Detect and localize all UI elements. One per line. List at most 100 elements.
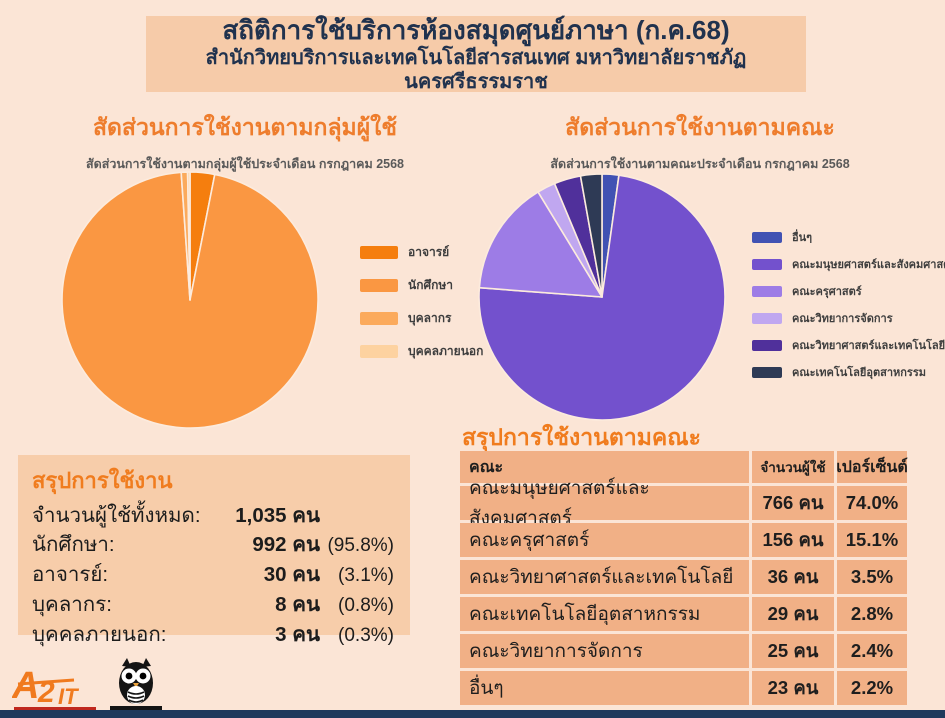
legend-label: คณะวิทยาการจัดการ bbox=[792, 313, 893, 325]
summary-pct: (0.3%) bbox=[338, 625, 394, 646]
faculty-usage-table: คณะ จำนวนผู้ใช้ เปอร์เซ็นต์ คณะมนุษยศาสตร์แ… bbox=[460, 451, 908, 705]
legend-item: คณะมนุษยศาสตร์และสังคมศาสตร์ bbox=[752, 255, 945, 273]
table-cell: 74.0% bbox=[837, 486, 907, 520]
table-cell: 3.5% bbox=[837, 560, 907, 594]
page-subtitle: สำนักวิทยบริการและเทคโนโลยีสารสนเทศ มหาว… bbox=[205, 47, 747, 94]
summary-value: 8 คน bbox=[275, 593, 320, 616]
faculty-legend: อื่นๆคณะมนุษยศาสตร์และสังคมศาสตร์คณะครุศ… bbox=[752, 228, 945, 390]
legend-swatch bbox=[752, 258, 782, 270]
summary-row: จำนวนผู้ใช้ทั้งหมด: 1,035 คน bbox=[32, 501, 396, 530]
table-cell: คณะมนุษยศาสตร์และสังคมศาสตร์ bbox=[460, 478, 749, 529]
legend-label: คณะวิทยาศาสตร์และเทคโนโลยี bbox=[792, 340, 945, 352]
legend-swatch bbox=[752, 366, 782, 378]
legend-item: อื่นๆ bbox=[752, 228, 945, 246]
table-cell: 15.1% bbox=[837, 523, 907, 557]
table-cell: 2.4% bbox=[837, 634, 907, 668]
legend-item: บุคลากร bbox=[360, 309, 483, 328]
a2it-logo-mark: A 2 IT bbox=[12, 665, 96, 713]
summary-row: นักศึกษา: 992 คน (95.8%) bbox=[32, 530, 396, 560]
faculty-chart-subtitle: สัดส่วนการใช้งานตามคณะประจำเดือน กรกฎาคม… bbox=[550, 157, 850, 171]
logo-digit-2: 2 bbox=[37, 676, 55, 709]
user-group-pie-chart bbox=[61, 171, 319, 429]
legend-item: คณะวิทยาศาสตร์และเทคโนโลยี bbox=[752, 336, 945, 354]
legend-item: คณะครุศาสตร์ bbox=[752, 282, 945, 300]
summary-pct: (3.1%) bbox=[338, 565, 394, 586]
table-cell: อื่นๆ bbox=[460, 671, 749, 705]
table-cell: 25 คน bbox=[752, 634, 834, 668]
table-cell: 2.2% bbox=[837, 671, 907, 705]
summary-label: จำนวนผู้ใช้ทั้งหมด: bbox=[32, 504, 201, 527]
logo-letters-it: IT bbox=[58, 684, 79, 709]
user-group-legend: อาจารย์นักศึกษาบุคลากรบุคคลภายนอก bbox=[360, 243, 483, 375]
table-row: คณะครุศาสตร์ 156 คน 15.1% bbox=[460, 523, 907, 557]
legend-item: บุคคลภายนอก bbox=[360, 342, 483, 361]
table-header-row: คณะ จำนวนผู้ใช้ เปอร์เซ็นต์ bbox=[460, 451, 908, 483]
summary-value: 30 คน bbox=[263, 563, 320, 586]
legend-swatch bbox=[360, 246, 398, 259]
legend-item: อาจารย์ bbox=[360, 243, 483, 262]
usage-summary-rows: จำนวนผู้ใช้ทั้งหมด: 1,035 คนนักศึกษา: 992 … bbox=[32, 501, 396, 650]
page-title: สถิติการใช้บริการห้องสมุดศูนย์ภาษา (ก.ค.… bbox=[222, 14, 730, 45]
legend-item: คณะเทคโนโลยีอุตสาหกรรม bbox=[752, 363, 945, 381]
footer-bar bbox=[0, 710, 945, 718]
header-box: สถิติการใช้บริการห้องสมุดศูนย์ภาษา (ก.ค.… bbox=[146, 14, 806, 94]
user-chart-title: สัดส่วนการใช้งานตามกลุ่มผู้ใช้ bbox=[92, 114, 398, 140]
table-cell: 2.8% bbox=[837, 597, 907, 631]
table-row: คณะวิทยาศาสตร์และเทคโนโลยี 36 คน 3.5% bbox=[460, 560, 907, 594]
table-header-cell: คณะ bbox=[460, 451, 749, 483]
usage-summary-title: สรุปการใช้งาน bbox=[32, 468, 173, 493]
faculty-pie-chart bbox=[478, 173, 726, 421]
summary-row: บุคลากร: 8 คน (0.8%) bbox=[32, 590, 396, 620]
table-cell: คณะเทคโนโลยีอุตสาหกรรม bbox=[460, 597, 749, 631]
legend-item: คณะวิทยาการจัดการ bbox=[752, 309, 945, 327]
legend-label: บุคลากร bbox=[408, 311, 452, 325]
legend-label: นักศึกษา bbox=[408, 278, 453, 292]
table-header-cell: เปอร์เซ็นต์ bbox=[836, 451, 908, 483]
owl-icon bbox=[110, 658, 162, 713]
user-chart-header: สัดส่วนการใช้งานตามกลุ่มผู้ใช้ สัดส่วนกา… bbox=[30, 110, 460, 174]
pie-slice-5 bbox=[579, 173, 603, 298]
legend-swatch bbox=[752, 339, 782, 351]
summary-pct: (95.8%) bbox=[327, 535, 394, 556]
summary-label: บุคคลภายนอก: bbox=[32, 623, 167, 646]
table-cell: 36 คน bbox=[752, 560, 834, 594]
table-row: คณะวิทยาการจัดการ 25 คน 2.4% bbox=[460, 634, 907, 668]
table-cell: คณะวิทยาการจัดการ bbox=[460, 634, 749, 668]
summary-pct: (0.8%) bbox=[338, 595, 394, 616]
summary-row: อาจารย์: 30 คน (3.1%) bbox=[32, 560, 396, 590]
legend-swatch bbox=[752, 231, 782, 243]
legend-label: คณะมนุษยศาสตร์และสังคมศาสตร์ bbox=[792, 259, 945, 271]
summary-label: อาจารย์: bbox=[32, 563, 109, 586]
summary-row: บุคคลภายนอก: 3 คน (0.3%) bbox=[32, 620, 396, 650]
user-chart-subtitle: สัดส่วนการใช้งานตามกลุ่มผู้ใช้ประจำเดือน… bbox=[85, 157, 405, 171]
table-cell: คณะวิทยาศาสตร์และเทคโนโลยี bbox=[460, 560, 749, 594]
logo-letter-a: A bbox=[12, 665, 39, 707]
logo-swoosh bbox=[17, 678, 75, 686]
table-row: คณะมนุษยศาสตร์และสังคมศาสตร์ 766 คน 74.0% bbox=[460, 478, 907, 529]
legend-swatch bbox=[360, 279, 398, 292]
pie-slice-3 bbox=[186, 171, 191, 301]
legend-swatch bbox=[360, 345, 398, 358]
faculty-chart-header: สัดส่วนการใช้งานตามคณะ สัดส่วนการใช้งานต… bbox=[490, 110, 910, 174]
table-cell: 29 คน bbox=[752, 597, 834, 631]
legend-label: อาจารย์ bbox=[408, 245, 450, 259]
summary-label: นักศึกษา: bbox=[32, 533, 115, 556]
table-cell: 766 คน bbox=[752, 486, 834, 520]
a2it-logo: A 2 IT bbox=[12, 656, 164, 714]
legend-swatch bbox=[360, 312, 398, 325]
table-cell: 156 คน bbox=[752, 523, 834, 557]
usage-summary-box: สรุปการใช้งาน จำนวนผู้ใช้ทั้งหมด: 1,035 ค… bbox=[18, 455, 410, 646]
summary-value: 1,035 คน bbox=[235, 504, 320, 527]
legend-item: นักศึกษา bbox=[360, 276, 483, 295]
legend-label: คณะเทคโนโลยีอุตสาหกรรม bbox=[792, 367, 926, 379]
legend-swatch bbox=[752, 312, 782, 324]
legend-swatch bbox=[752, 285, 782, 297]
legend-label: คณะครุศาสตร์ bbox=[792, 286, 862, 298]
table-cell: 23 คน bbox=[752, 671, 834, 705]
table-header-cell: จำนวนผู้ใช้ bbox=[752, 451, 834, 483]
faculty-table-title: สรุปการใช้งานตามคณะ bbox=[462, 424, 701, 450]
legend-label: อื่นๆ bbox=[792, 232, 813, 244]
table-row: คณะเทคโนโลยีอุตสาหกรรม 29 คน 2.8% bbox=[460, 597, 907, 631]
pie-slice-2 bbox=[478, 191, 603, 298]
